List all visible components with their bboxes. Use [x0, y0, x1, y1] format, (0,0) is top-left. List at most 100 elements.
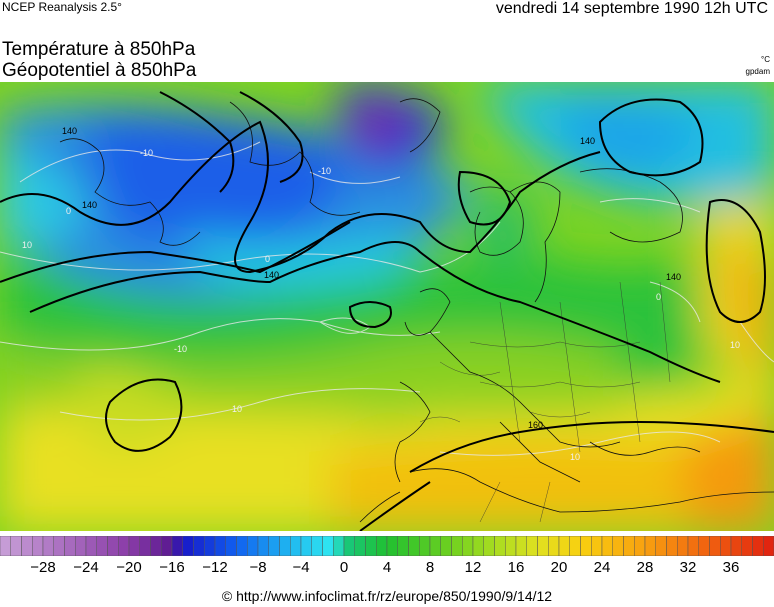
color-swatch	[515, 536, 527, 556]
color-swatch	[193, 536, 205, 556]
color-swatch	[279, 536, 291, 556]
weather-map: 140 140 140 140 140 160 -10 0 0 10 -10 1…	[0, 82, 774, 531]
temp-label: 10	[730, 340, 740, 350]
color-swatch	[161, 536, 173, 556]
unit-geopotential-label: gpdam	[745, 67, 770, 76]
color-swatch	[537, 536, 549, 556]
color-swatch	[526, 536, 538, 556]
color-swatch	[365, 536, 377, 556]
color-swatch	[343, 536, 355, 556]
color-scale-tick: 20	[550, 559, 568, 576]
color-swatch	[118, 536, 130, 556]
color-swatch	[741, 536, 753, 556]
color-swatch	[397, 536, 409, 556]
color-swatch	[96, 536, 108, 556]
geo-label: 140	[264, 270, 279, 280]
color-scale-tick: 12	[464, 559, 482, 576]
color-swatch	[128, 536, 140, 556]
temp-label: 10	[570, 452, 580, 462]
color-scale-tick: −28	[30, 559, 56, 576]
geo-label: 140	[62, 126, 77, 136]
color-scale-tick: 24	[593, 559, 611, 576]
temp-label: 0	[656, 292, 661, 302]
color-swatch	[182, 536, 194, 556]
geo-label: 140	[666, 272, 681, 282]
title-temperature: Température à 850hPa	[2, 39, 196, 60]
color-swatch	[580, 536, 592, 556]
coastlines	[59, 98, 774, 523]
color-swatch	[548, 536, 560, 556]
unit-temperature-label: °C	[761, 55, 770, 64]
source-credit: © http://www.infoclimat.fr/rz/europe/850…	[221, 588, 553, 604]
color-scale-tick: 28	[636, 559, 654, 576]
color-swatch	[483, 536, 495, 556]
color-swatch	[709, 536, 721, 556]
color-swatch	[214, 536, 226, 556]
color-swatch	[0, 536, 11, 556]
color-swatch	[634, 536, 646, 556]
color-swatch	[655, 536, 667, 556]
color-swatch	[462, 536, 474, 556]
color-swatch	[204, 536, 216, 556]
color-swatch	[440, 536, 452, 556]
color-swatch	[666, 536, 678, 556]
color-swatch	[569, 536, 581, 556]
color-scale-tick: 32	[679, 559, 697, 576]
temperature-labels: -10 0 0 10 -10 10 -10 10 0 10	[22, 148, 740, 462]
color-scale-tick-labels: −28 −24 −20 −16 −12 −8 −4 0 4 8 12 16 20 24 28 32 36	[0, 559, 774, 579]
color-swatch	[171, 536, 183, 556]
color-scale-tick: −20	[116, 559, 142, 576]
color-swatch	[677, 536, 689, 556]
color-scale-tick: −12	[202, 559, 228, 576]
color-swatch	[300, 536, 312, 556]
geo-label: 140	[82, 200, 97, 210]
color-swatch	[698, 536, 710, 556]
temperature-color-scale	[0, 536, 774, 556]
temp-label: -10	[140, 148, 153, 158]
color-scale-tick: −16	[159, 559, 185, 576]
color-swatch	[107, 536, 119, 556]
temp-label: 0	[66, 206, 71, 216]
color-swatch	[268, 536, 280, 556]
color-swatch	[290, 536, 302, 556]
color-swatch	[472, 536, 484, 556]
temperature-isolines	[0, 141, 774, 456]
color-swatch	[623, 536, 635, 556]
date-label: vendredi 14 septembre 1990 12h UTC	[495, 0, 768, 17]
color-swatch	[429, 536, 441, 556]
color-swatch	[730, 536, 742, 556]
color-swatch	[408, 536, 420, 556]
color-swatch	[42, 536, 54, 556]
color-swatch	[386, 536, 398, 556]
color-swatch	[32, 536, 44, 556]
color-swatch	[247, 536, 259, 556]
color-swatch	[64, 536, 76, 556]
color-swatch	[236, 536, 248, 556]
title-geopotential: Géopotentiel à 850hPa	[2, 60, 197, 81]
color-swatch	[591, 536, 603, 556]
color-swatch	[322, 536, 334, 556]
color-swatch	[687, 536, 699, 556]
color-swatch	[419, 536, 431, 556]
color-swatch	[75, 536, 87, 556]
color-scale-tick: −8	[249, 559, 267, 576]
temp-label: -10	[318, 166, 331, 176]
color-swatch	[53, 536, 65, 556]
color-swatch	[644, 536, 656, 556]
geo-label: 160	[528, 420, 543, 430]
color-swatch	[150, 536, 162, 556]
country-borders	[419, 281, 671, 523]
color-swatch	[225, 536, 237, 556]
color-swatch	[763, 536, 774, 556]
color-swatch	[311, 536, 323, 556]
temp-label: 0	[265, 254, 270, 264]
color-scale-tick: 4	[382, 559, 392, 576]
geo-label: 140	[580, 136, 595, 146]
color-scale-tick: −24	[73, 559, 99, 576]
color-swatch	[10, 536, 22, 556]
geopotential-labels: 140 140 140 140 140 160	[62, 126, 681, 430]
color-swatch	[451, 536, 463, 556]
color-swatch	[558, 536, 570, 556]
color-swatch	[354, 536, 366, 556]
temp-label: 10	[22, 240, 32, 250]
